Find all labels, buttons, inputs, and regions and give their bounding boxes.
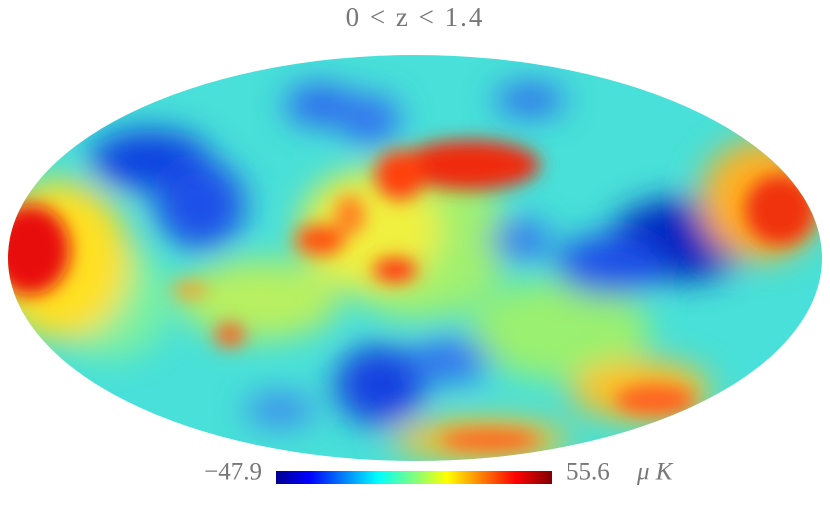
colorbar bbox=[276, 471, 552, 484]
colorbar-max-label: 55.6 bbox=[566, 459, 610, 486]
colorbar-unit: μ K bbox=[636, 459, 674, 486]
colorbar-min-label: −47.9 bbox=[204, 459, 262, 486]
map-title: 0 < z < 1.4 bbox=[346, 2, 485, 32]
mollweide-map bbox=[8, 55, 822, 461]
